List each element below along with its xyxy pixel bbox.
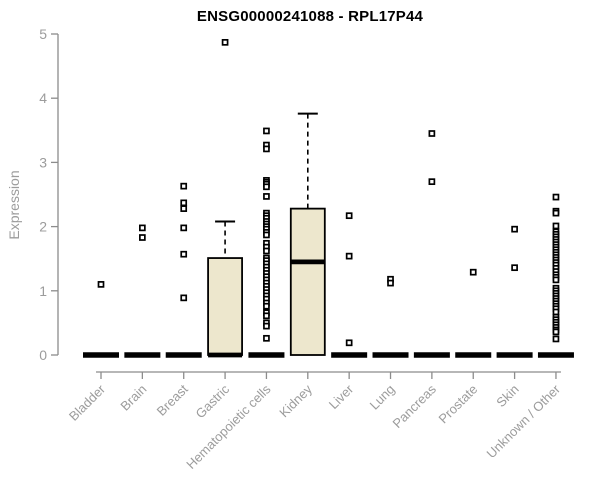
outlier-point-skin (511, 225, 518, 233)
y-tick-label: 4 (39, 90, 47, 106)
x-category-label: Skin (493, 382, 521, 410)
box-kidney (289, 207, 326, 356)
x-category-label: Gastric (192, 381, 232, 421)
outlier-point-skin (511, 264, 518, 272)
outlier-point-liver (345, 339, 353, 347)
x-category-label: Kidney (276, 381, 315, 420)
x-category-label: Breast (154, 381, 191, 418)
outlier-point-brain (139, 224, 146, 232)
outlier-point-unknown-other (552, 209, 560, 217)
outlier-point-liver (345, 212, 353, 220)
outlier-point-lung (387, 279, 394, 287)
y-tick-label: 3 (39, 154, 47, 170)
outlier-point-unknown-other (552, 222, 560, 230)
outlier-point-liver (345, 252, 353, 260)
y-tick-label: 0 (39, 347, 47, 363)
outlier-point-hematopoietic-cells (263, 322, 270, 330)
x-category-label: Unknown / Other (483, 381, 563, 461)
outlier-point-breast (180, 205, 188, 212)
outlier-point-prostate (469, 268, 477, 276)
outlier-point-hematopoietic-cells (263, 145, 270, 153)
outlier-point-hematopoietic-cells (263, 127, 270, 135)
y-tick-label: 1 (39, 283, 47, 299)
outlier-point-hematopoietic-cells (263, 302, 270, 310)
x-category-label: Bladder (66, 381, 109, 424)
x-category-label: Pancreas (390, 381, 440, 431)
chart-title: ENSG00000241088 - RPL17P44 (196, 8, 424, 25)
outlier-point-unknown-other (552, 308, 560, 316)
outlier-point-bladder (97, 281, 105, 288)
y-tick-label: 5 (39, 26, 47, 42)
outlier-point-breast (180, 199, 188, 207)
outlier-point-unknown-other (552, 276, 560, 284)
outlier-point-pancreas (428, 178, 436, 186)
x-category-label: Prostate (436, 382, 481, 427)
x-category-label: Brain (117, 382, 149, 414)
outlier-point-hematopoietic-cells (263, 247, 270, 255)
y-tick-label: 2 (39, 219, 47, 235)
outlier-point-hematopoietic-cells (263, 183, 270, 191)
outlier-point-hematopoietic-cells (263, 312, 270, 320)
x-category-label: Liver (326, 381, 357, 412)
outlier-point-hematopoietic-cells (263, 193, 270, 200)
outlier-point-hematopoietic-cells (263, 334, 270, 342)
outlier-point-gastric (221, 38, 229, 46)
outlier-point-breast (180, 294, 188, 302)
outlier-point-breast (180, 250, 188, 258)
outlier-point-breast (180, 182, 188, 190)
box-gastric (207, 257, 243, 356)
outlier-point-unknown-other (552, 193, 560, 201)
x-category-label: Lung (367, 382, 398, 413)
outlier-point-unknown-other (552, 328, 560, 336)
outlier-point-brain (139, 234, 146, 241)
outlier-point-unknown-other (552, 335, 560, 343)
outlier-point-hematopoietic-cells (263, 231, 270, 239)
outlier-point-pancreas (428, 130, 436, 137)
outlier-point-breast (180, 224, 188, 232)
